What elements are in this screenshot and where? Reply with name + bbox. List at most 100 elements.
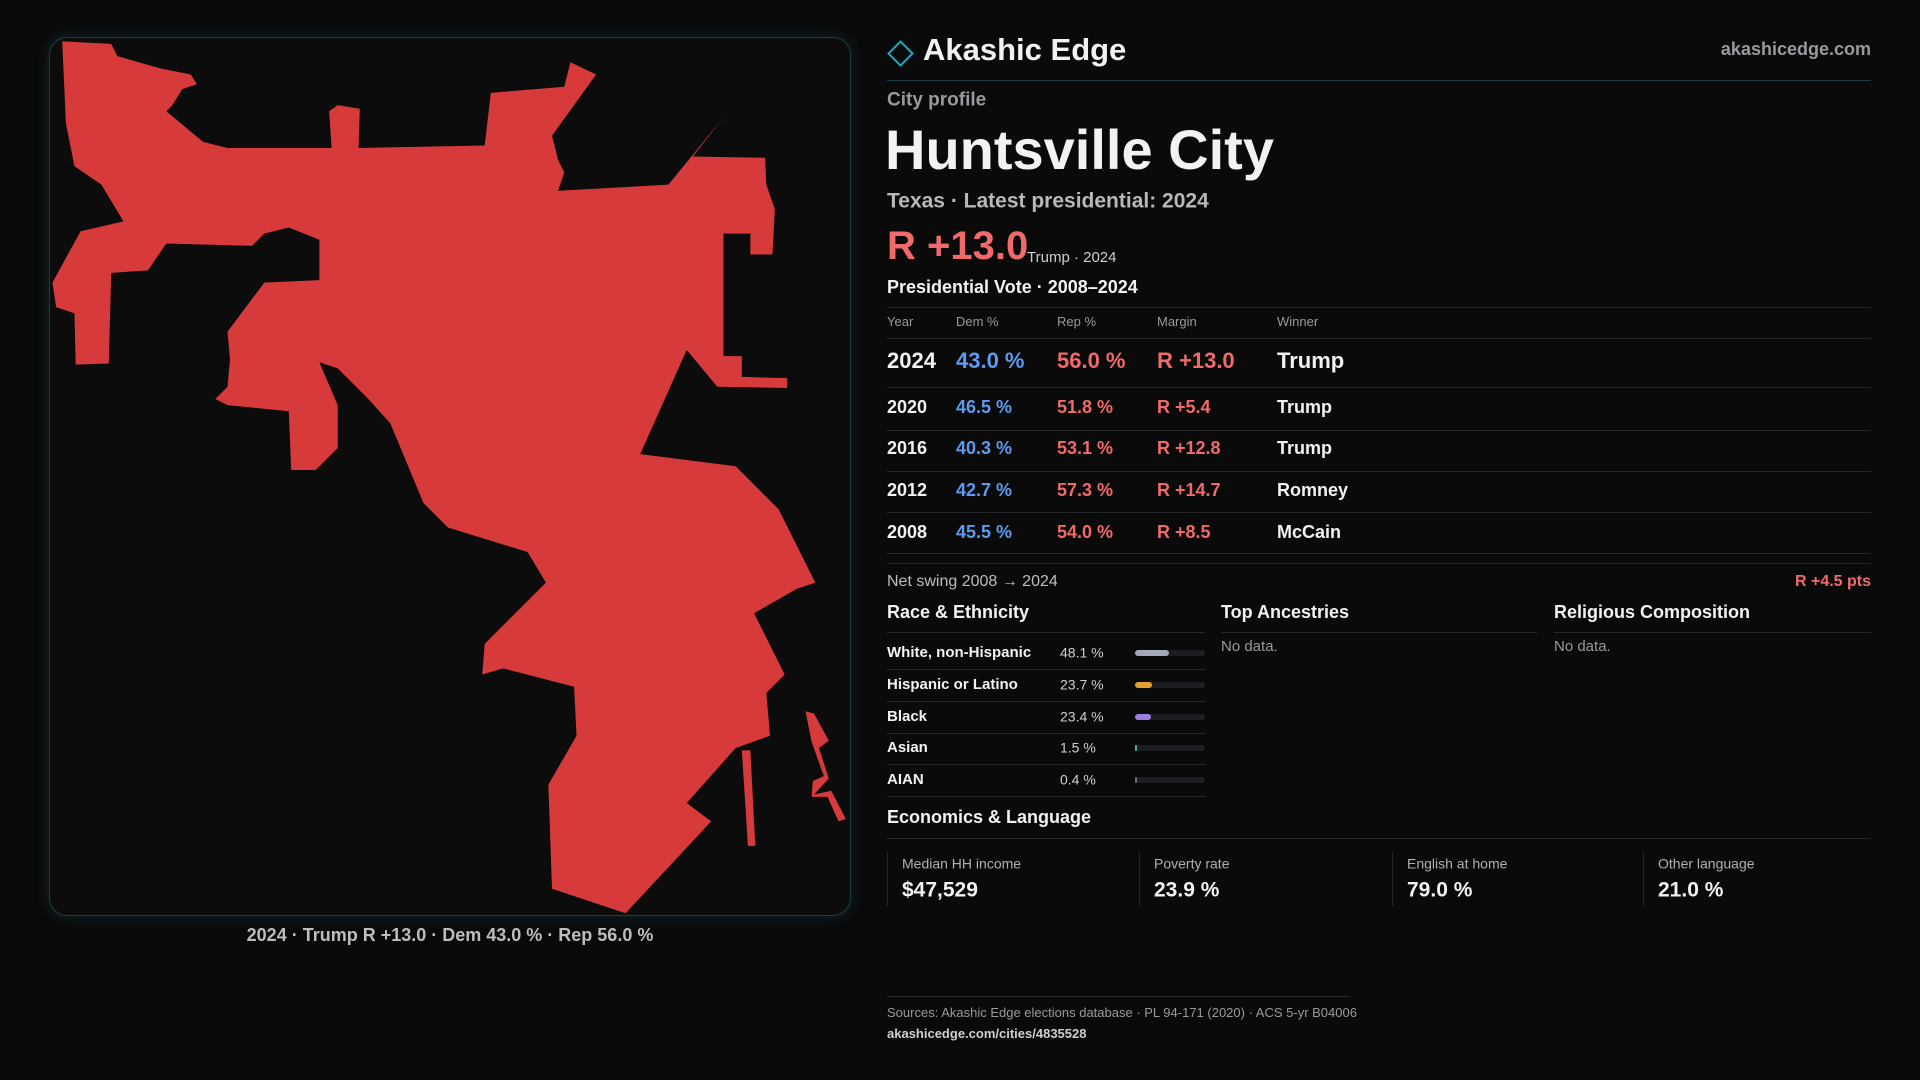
swing-label: Net swing 2008 → 2024 [887, 573, 1058, 591]
table-cell: 2020 [887, 397, 928, 418]
table-cell: R +13.0 [1157, 347, 1235, 373]
column-header: Rep % [1057, 313, 1097, 329]
section-title: Economics & Language [887, 807, 1092, 828]
no-data: No data. [1221, 637, 1278, 655]
race-share: 0.4 % [1060, 771, 1096, 788]
row-rule [887, 669, 1205, 670]
table-rule [887, 430, 1871, 431]
column-header: Winner [1277, 313, 1319, 329]
table-cell: 45.5 % [956, 522, 1013, 543]
section-rule [1221, 632, 1537, 633]
logo [887, 40, 914, 67]
section-title: Top Ancestries [1221, 602, 1350, 623]
table-cell: 2012 [887, 480, 928, 501]
race-label: Asian [887, 739, 928, 757]
race-label: Black [887, 707, 928, 725]
section-rule [1554, 632, 1871, 633]
city-title: Huntsville City [885, 118, 1274, 182]
row-rule [887, 700, 1205, 702]
card-value: $47,529 [902, 878, 978, 902]
row-rule [887, 796, 1205, 798]
bar-track [1135, 681, 1205, 688]
section-title: Religious Composition [1554, 602, 1750, 623]
table-cell: McCain [1277, 522, 1342, 543]
headline-margin: R +13.0 [887, 224, 1029, 268]
row-rule [887, 764, 1205, 766]
bar-track [1135, 777, 1205, 784]
table-cell: Trump [1277, 347, 1345, 373]
table-rule [887, 553, 1871, 554]
table-cell: 57.3 % [1057, 480, 1114, 501]
table-rule [887, 387, 1871, 388]
table-rule [887, 471, 1871, 472]
table-cell: R +12.8 [1157, 438, 1221, 459]
card-value: 79.0 % [1407, 878, 1473, 902]
table-cell: R +8.5 [1157, 522, 1211, 543]
share-bar [1135, 681, 1152, 688]
table-cell: R +14.7 [1157, 480, 1221, 501]
card-value: 23.9 % [1154, 878, 1220, 902]
bar-track [1135, 745, 1205, 752]
share-bar [1135, 777, 1137, 784]
card-label: Median HH income [902, 855, 1022, 872]
card-border [1392, 852, 1393, 906]
footer-rule [887, 996, 1349, 997]
table-cell: 43.0 % [956, 347, 1025, 373]
table-cell: 42.7 % [956, 480, 1013, 501]
card-border [887, 852, 888, 906]
brand-name: Akashic Edge [923, 31, 1127, 67]
page-url: akashicedge.com/cities/4835528 [887, 1025, 1087, 1041]
table-cell: 53.1 % [1057, 438, 1114, 459]
race-share: 23.7 % [1060, 676, 1104, 693]
brand-site: akashicedge.com [1720, 39, 1871, 60]
city-shape [741, 750, 756, 846]
card-value: 21.0 % [1658, 878, 1724, 902]
bar-track [1135, 650, 1205, 656]
swing-value: R +4.5 pts [1794, 573, 1871, 591]
race-share: 48.1 % [1060, 644, 1104, 661]
card-border [1139, 852, 1140, 906]
race-label: AIAN [887, 770, 924, 788]
card-border [1643, 852, 1644, 906]
table-title: Presidential Vote · 2008–2024 [887, 277, 1138, 298]
table-cell: 56.0 % [1057, 347, 1126, 373]
share-bar [1135, 745, 1137, 752]
city-shape [52, 41, 816, 914]
share-bar [1135, 713, 1152, 720]
card-label: Poverty rate [1154, 855, 1230, 872]
header-rule [887, 80, 1871, 81]
table-cell: 51.8 % [1057, 397, 1114, 418]
table-cell: 2024 [887, 347, 936, 373]
table-cell: 46.5 % [956, 397, 1013, 418]
city-shape [805, 711, 846, 822]
race-share: 23.4 % [1060, 707, 1104, 724]
table-cell: 2008 [887, 522, 928, 543]
no-data: No data. [1554, 637, 1611, 655]
table-cell: Romney [1277, 480, 1349, 501]
race-share: 1.5 % [1060, 739, 1096, 756]
race-label: Hispanic or Latino [887, 675, 1018, 693]
table-cell: Trump [1277, 397, 1333, 418]
kicker: City profile [887, 89, 987, 111]
city-boundary [52, 41, 846, 914]
subtitle: Texas · Latest presidential: 2024 [887, 189, 1209, 213]
card-label: English at home [1407, 855, 1508, 872]
table-rule [887, 512, 1871, 513]
section-title: Race & Ethnicity [887, 602, 1030, 623]
column-header: Margin [1157, 313, 1197, 329]
margin-note: Trump · 2024 [1027, 248, 1117, 266]
share-bar [1135, 650, 1169, 656]
section-rule [887, 632, 1205, 633]
race-label: White, non-Hispanic [887, 643, 1032, 661]
map [52, 41, 846, 914]
bar-track [1135, 713, 1205, 720]
table-cell: R +5.4 [1157, 397, 1211, 418]
table-rule [887, 338, 1871, 339]
table-rule [887, 563, 1871, 564]
table-cell: Trump [1277, 438, 1333, 459]
map-panel [49, 37, 851, 916]
column-header: Dem % [956, 313, 999, 329]
table-rule [887, 307, 1871, 308]
section-rule [887, 838, 1871, 839]
